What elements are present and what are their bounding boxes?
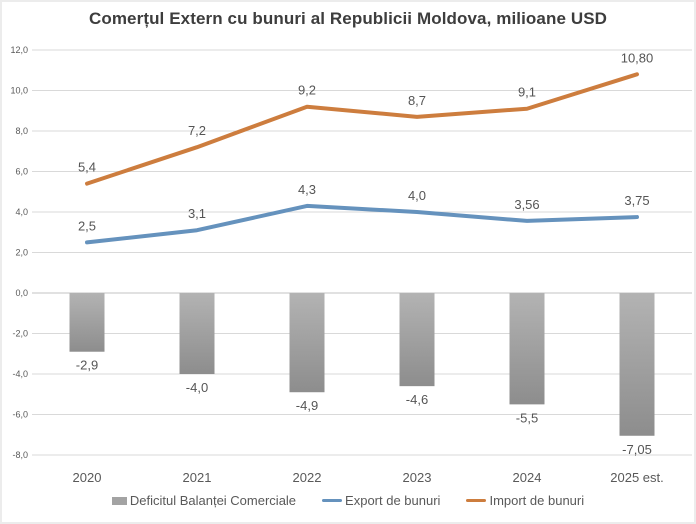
y-axis-tick-label: 12,0 xyxy=(10,45,28,55)
bar-data-label: -5,5 xyxy=(516,410,538,425)
y-axis-tick-label: -2,0 xyxy=(12,329,28,339)
line-data-label: 4,3 xyxy=(298,182,316,197)
import-line xyxy=(85,72,639,186)
y-axis-tick-label: -6,0 xyxy=(12,410,28,420)
x-axis-label: 2023 xyxy=(403,470,432,485)
x-axis-label: 2022 xyxy=(293,470,322,485)
legend-line-swatch-icon xyxy=(466,498,487,503)
legend-line-swatch-icon xyxy=(322,498,343,503)
y-axis-tick-label: 8,0 xyxy=(15,126,28,136)
x-axis-label: 2024 xyxy=(513,470,542,485)
legend-bar-swatch-icon xyxy=(111,496,127,505)
line-data-label: 3,1 xyxy=(188,206,206,221)
legend-item: Deficitul Balanței Comerciale xyxy=(111,493,297,508)
bar-data-label: -7,05 xyxy=(622,442,652,457)
line-data-label: 7,2 xyxy=(188,123,206,138)
line-data-label: 3,56 xyxy=(514,197,539,212)
bar-data-label: -4,6 xyxy=(406,392,428,407)
y-axis-tick-label: -4,0 xyxy=(12,369,28,379)
deficit-bar xyxy=(69,293,105,352)
line-data-label: 9,1 xyxy=(518,85,536,100)
export-line xyxy=(85,203,639,245)
y-axis-tick-label: 6,0 xyxy=(15,167,28,177)
chart-title: Comerțul Extern cu bunuri al Republicii … xyxy=(88,9,608,28)
x-axis-label: 2021 xyxy=(183,470,212,485)
line-data-label: 2,5 xyxy=(78,218,96,233)
legend-label: Deficitul Balanței Comerciale xyxy=(129,493,297,508)
x-axis-label: 2025 est. xyxy=(610,470,664,485)
deficit-bar xyxy=(179,293,215,374)
legend-label: Import de bunuri xyxy=(489,493,585,508)
legend-label: Export de bunuri xyxy=(345,493,441,508)
x-axis-label: 2020 xyxy=(73,470,102,485)
y-axis-tick-label: 0,0 xyxy=(15,288,28,298)
line-data-label: 9,2 xyxy=(298,83,316,98)
line-data-label: 3,75 xyxy=(624,193,649,208)
line-data-label: 4,0 xyxy=(408,188,426,203)
y-axis-tick-label: 4,0 xyxy=(15,207,28,217)
y-axis-tick-label: -8,0 xyxy=(12,450,28,460)
bar-data-label: -4,9 xyxy=(296,398,318,413)
legend-item: Import de bunuri xyxy=(466,493,584,508)
line-data-label: 10,80 xyxy=(621,50,654,65)
bar-data-label: -2,9 xyxy=(76,358,98,373)
bar-data-label: -4,0 xyxy=(186,380,208,395)
deficit-bar xyxy=(289,293,325,393)
deficit-bar xyxy=(399,293,435,387)
line-data-label: 5,4 xyxy=(78,160,96,175)
y-axis-tick-label: 10,0 xyxy=(10,86,28,96)
deficit-bar xyxy=(509,293,545,405)
line-data-label: 8,7 xyxy=(408,93,426,108)
y-axis-tick-label: 2,0 xyxy=(15,248,28,258)
deficit-bar xyxy=(619,293,655,436)
legend: Deficitul Balanței Comerciale Export de b… xyxy=(2,493,694,508)
legend-item: Export de bunuri xyxy=(322,493,440,508)
